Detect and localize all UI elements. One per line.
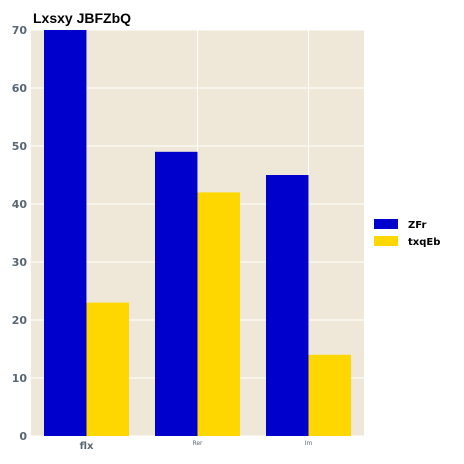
- legend-swatch-ZFr: [374, 219, 398, 229]
- y-tick-label: 50: [12, 140, 28, 153]
- x-tick-label: Im: [305, 440, 313, 447]
- bar-txqEb-Im: [308, 354, 351, 436]
- bars: [44, 30, 351, 437]
- x-tick-label: Rer: [192, 440, 203, 447]
- y-tick-label: 20: [12, 314, 28, 327]
- chart-title: Lxsxy JBFZbQ: [33, 10, 131, 26]
- x-axis-ticks: flx Rer Im: [80, 440, 313, 452]
- legend-label-txqEb: txqEb: [408, 237, 440, 248]
- y-tick-label: 70: [12, 24, 28, 37]
- y-axis-ticks: 0 10 20 30 40 50 60 70: [12, 24, 28, 443]
- y-tick-label: 10: [12, 372, 28, 385]
- y-tick-label: 40: [12, 198, 28, 211]
- bar-ZFr-flx: [44, 30, 87, 436]
- legend: ZFr txqEb: [374, 219, 440, 248]
- legend-swatch-txqEb: [374, 236, 398, 246]
- bar-ZFr-Im: [266, 175, 309, 436]
- y-tick-label: 60: [12, 82, 28, 95]
- y-tick-label: 0: [19, 430, 27, 443]
- legend-label-ZFr: ZFr: [408, 220, 426, 231]
- bar-ZFr-Rer: [155, 151, 198, 437]
- y-tick-label: 30: [12, 256, 28, 269]
- bar-txqEb-flx: [86, 302, 129, 436]
- x-tick-label: flx: [80, 441, 94, 452]
- bar-txqEb-Rer: [197, 192, 240, 436]
